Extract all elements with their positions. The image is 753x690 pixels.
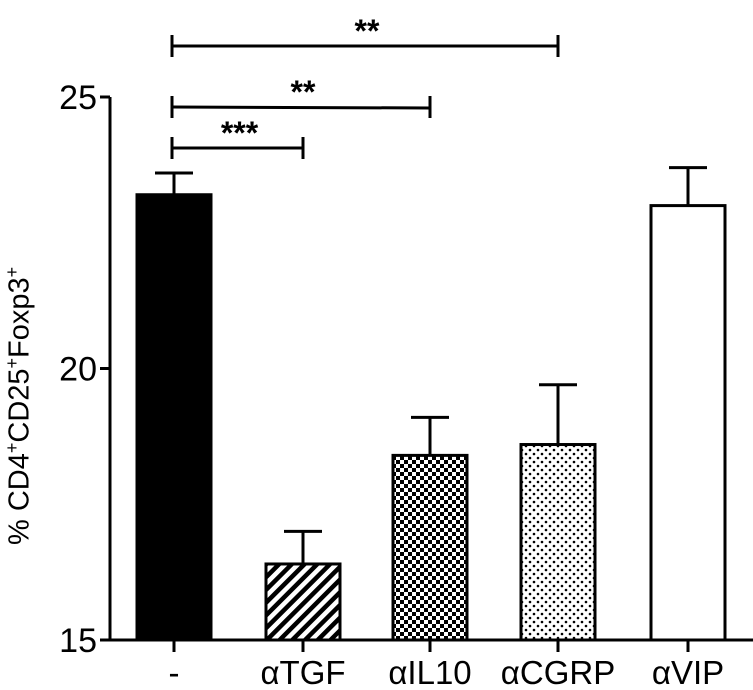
bar-3 — [519, 443, 597, 642]
x-tick-label: αVIP — [652, 654, 724, 690]
bar-0 — [135, 193, 213, 642]
bar-4 — [649, 204, 727, 642]
bar-1 — [264, 562, 342, 642]
bars: - αTGF αIL10 αCGRP αVIP — [135, 166, 727, 690]
significance-label: ** — [291, 74, 316, 110]
y-tick-label: 25 — [59, 79, 97, 117]
x-tick-label: αTGF — [260, 654, 345, 690]
x-tick-label: αIL10 — [388, 654, 471, 690]
x-tick-label: αCGRP — [501, 654, 615, 690]
y-tick-label: 15 — [59, 622, 97, 660]
x-tick-label: - — [169, 654, 180, 690]
axes: 15 20 25 — [59, 79, 753, 660]
significance-label: ** — [355, 13, 380, 49]
bar-2 — [391, 453, 469, 642]
significance-brackets: ******* — [170, 13, 560, 159]
y-tick-label: 20 — [59, 351, 97, 389]
significance-line — [171, 105, 431, 110]
significance-label: *** — [221, 115, 259, 151]
